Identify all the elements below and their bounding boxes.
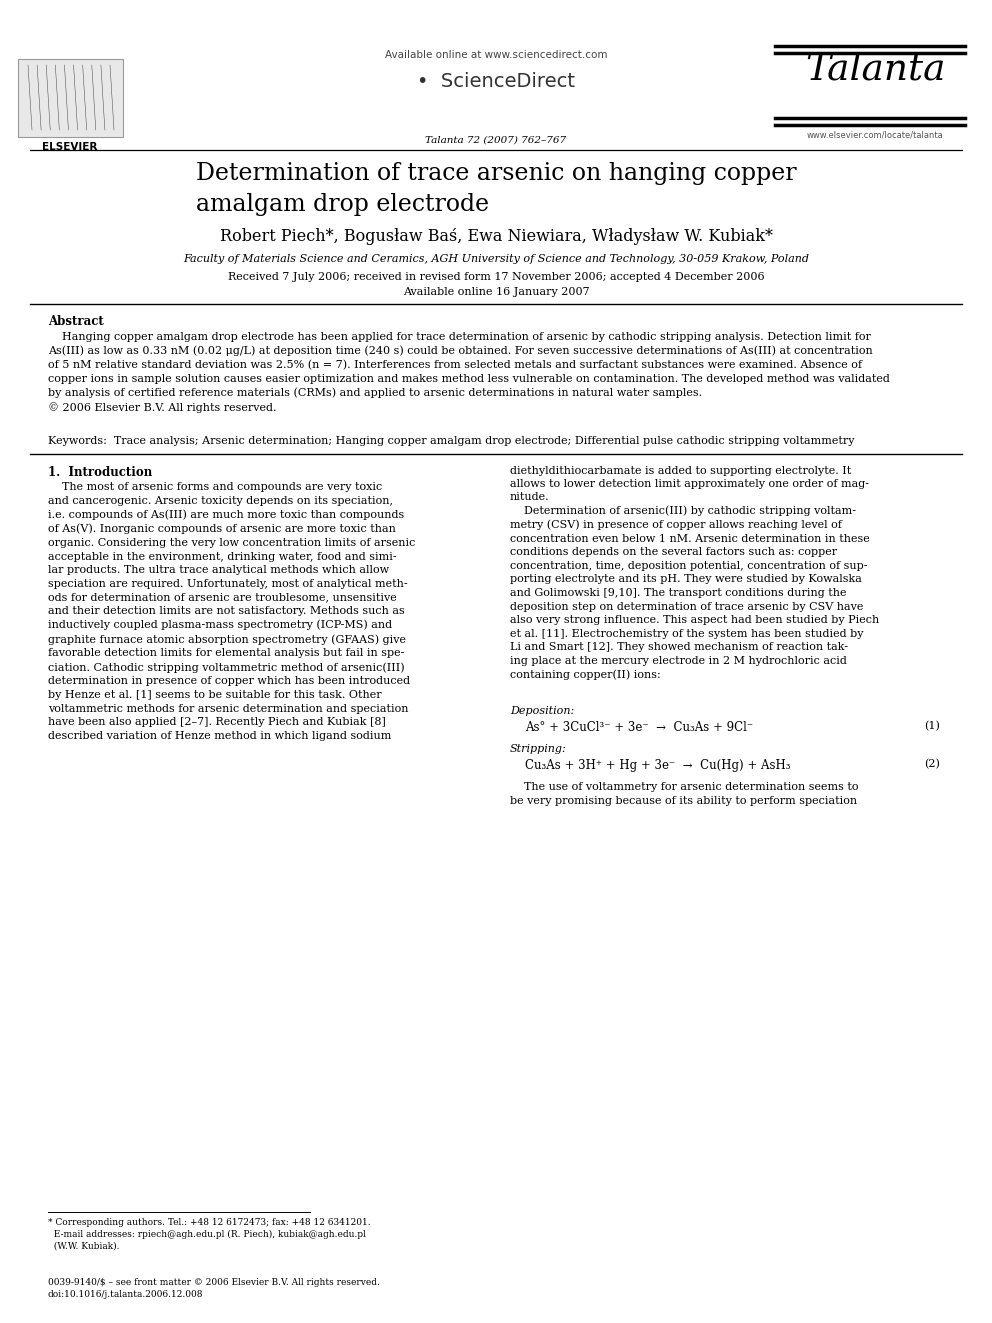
Text: Faculty of Materials Science and Ceramics, AGH University of Science and Technol: Faculty of Materials Science and Ceramic… xyxy=(183,254,809,265)
Text: 1.  Introduction: 1. Introduction xyxy=(48,466,152,479)
Text: Talanta: Talanta xyxy=(805,52,945,89)
Text: Available online 16 January 2007: Available online 16 January 2007 xyxy=(403,287,589,296)
Text: Robert Piech*, Bogusław Baś, Ewa Niewiara, Władysław W. Kubiak*: Robert Piech*, Bogusław Baś, Ewa Niewiar… xyxy=(219,228,773,245)
Text: * Corresponding authors. Tel.: +48 12 6172473; fax: +48 12 6341201.
  E-mail add: * Corresponding authors. Tel.: +48 12 61… xyxy=(48,1218,371,1250)
Text: nitude.: nitude. xyxy=(510,492,550,501)
Text: diethyldithiocarbamate is added to supporting electrolyte. It: diethyldithiocarbamate is added to suppo… xyxy=(510,466,851,476)
Text: Determination of arsenic(III) by cathodic stripping voltam-
metry (CSV) in prese: Determination of arsenic(III) by cathodi… xyxy=(510,505,879,680)
Text: •  ScienceDirect: • ScienceDirect xyxy=(417,71,575,91)
Text: Available online at www.sciencedirect.com: Available online at www.sciencedirect.co… xyxy=(385,50,607,60)
Text: As° + 3CuCl³⁻ + 3e⁻  →  Cu₃As + 9Cl⁻: As° + 3CuCl³⁻ + 3e⁻ → Cu₃As + 9Cl⁻ xyxy=(525,721,753,734)
Bar xyxy=(18,60,123,138)
Text: The use of voltammetry for arsenic determination seems to
be very promising beca: The use of voltammetry for arsenic deter… xyxy=(510,782,858,806)
Text: Determination of trace arsenic on hanging copper
amalgam drop electrode: Determination of trace arsenic on hangin… xyxy=(195,161,797,216)
Text: (2): (2) xyxy=(925,759,940,769)
Text: Talanta 72 (2007) 762–767: Talanta 72 (2007) 762–767 xyxy=(426,136,566,146)
Text: Abstract: Abstract xyxy=(48,315,104,328)
Text: Hanging copper amalgam drop electrode has been applied for trace determination o: Hanging copper amalgam drop electrode ha… xyxy=(48,332,890,413)
Text: Keywords:  Trace analysis; Arsenic determination; Hanging copper amalgam drop el: Keywords: Trace analysis; Arsenic determ… xyxy=(48,437,854,446)
Text: Received 7 July 2006; received in revised form 17 November 2006; accepted 4 Dece: Received 7 July 2006; received in revise… xyxy=(228,273,764,282)
Text: The most of arsenic forms and compounds are very toxic
and cancerogenic. Arsenic: The most of arsenic forms and compounds … xyxy=(48,482,416,741)
Text: Stripping:: Stripping: xyxy=(510,744,566,754)
Text: Cu₃As + 3H⁺ + Hg + 3e⁻  →  Cu(Hg) + AsH₃: Cu₃As + 3H⁺ + Hg + 3e⁻ → Cu(Hg) + AsH₃ xyxy=(525,759,791,773)
Text: allows to lower detection limit approximately one order of mag-: allows to lower detection limit approxim… xyxy=(510,479,869,490)
Text: (1): (1) xyxy=(925,721,940,732)
Text: ELSEVIER: ELSEVIER xyxy=(43,142,97,152)
Text: 0039-9140/$ – see front matter © 2006 Elsevier B.V. All rights reserved.
doi:10.: 0039-9140/$ – see front matter © 2006 El… xyxy=(48,1278,380,1299)
Text: www.elsevier.com/locate/talanta: www.elsevier.com/locate/talanta xyxy=(806,130,943,139)
Text: Deposition:: Deposition: xyxy=(510,706,574,716)
